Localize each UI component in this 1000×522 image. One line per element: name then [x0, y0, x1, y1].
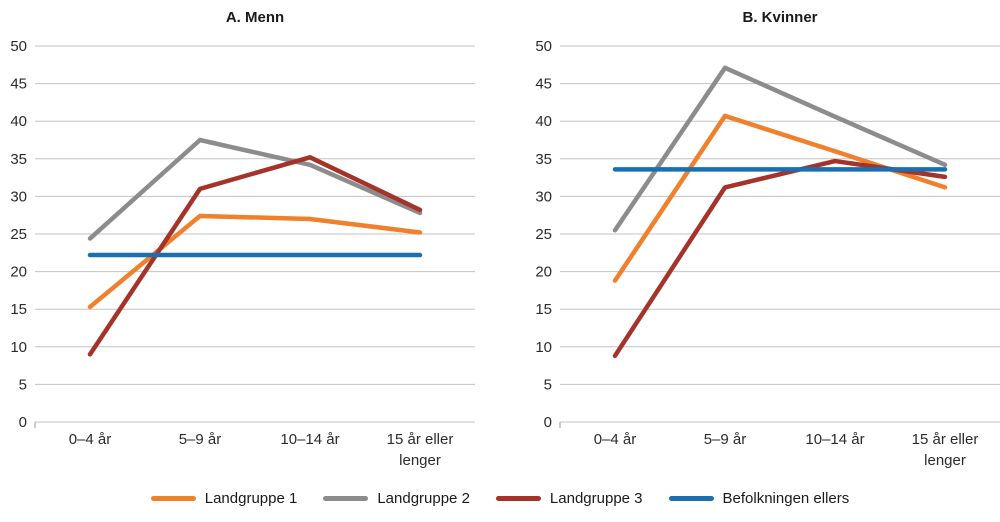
y-tick-label: 10 — [10, 339, 27, 356]
y-tick-label: 30 — [535, 188, 552, 205]
legend-swatch — [323, 495, 369, 501]
y-tick-label: 20 — [535, 264, 552, 281]
y-tick-label: 30 — [10, 188, 27, 205]
y-tick-label: 40 — [10, 113, 27, 130]
panel-menn: A. Menn 0 5 10 15 20 25 30 35 40 45 50 0–4 år 5–9 år… — [0, 0, 500, 478]
legend-item: Befolkningen ellers — [668, 489, 850, 507]
x-tick-label: lenger — [924, 452, 966, 469]
x-tick-label: 10–14 år — [280, 431, 339, 448]
series-line — [612, 113, 948, 283]
x-tick-label: 0–4 år — [594, 431, 637, 448]
x-tick-label: 15 år eller — [912, 431, 979, 448]
y-tick-label: 45 — [10, 76, 27, 93]
panel-kvinner: B. Kvinner 0 5 10 15 20 25 30 35 40 45 50 0–4 år 5–9… — [500, 0, 1000, 478]
y-tick-label: 50 — [10, 38, 27, 55]
x-tick-label: 10–14 år — [805, 431, 864, 448]
y-tick-label: 5 — [544, 376, 552, 393]
line-chart-menn: A. Menn 0 5 10 15 20 25 30 35 40 45 50 0–4 år 5–9 år… — [10, 9, 475, 469]
y-tick-label: 35 — [10, 151, 27, 168]
y-tick-label: 15 — [535, 301, 552, 318]
y-tick-label: 25 — [10, 226, 27, 243]
series-line — [87, 137, 423, 241]
legend-swatch — [668, 495, 714, 501]
y-tick-label: 20 — [10, 264, 27, 281]
legend-swatch — [495, 495, 541, 501]
series-line — [87, 213, 423, 310]
chart-title-menn: A. Menn — [226, 9, 284, 26]
y-tick-label: 50 — [535, 38, 552, 55]
y-tick-label: 45 — [535, 76, 552, 93]
y-tick-label: 35 — [535, 151, 552, 168]
legend-label: Befolkningen ellers — [722, 489, 850, 507]
y-tick-label: 5 — [19, 376, 27, 393]
y-tick-label: 0 — [544, 414, 552, 431]
y-tick-label: 25 — [535, 226, 552, 243]
legend-item: Landgruppe 2 — [323, 490, 470, 507]
legend-item: Landgruppe 3 — [495, 489, 643, 507]
y-tick-label: 10 — [535, 339, 552, 356]
legend-item: Landgruppe 1 — [150, 489, 298, 507]
x-tick-label: 0–4 år — [69, 431, 112, 448]
x-tick-label: lenger — [399, 452, 441, 469]
x-tick-label: 5–9 år — [704, 431, 747, 448]
series-line — [612, 158, 948, 359]
legend: Landgruppe 1 Landgruppe 2 Landgruppe 3 Befo… — [0, 478, 1000, 518]
series-line — [87, 155, 423, 357]
legend-label: Landgruppe 3 — [549, 489, 643, 507]
chart-title-kvinner: B. Kvinner — [742, 9, 817, 26]
legend-swatch — [150, 495, 196, 501]
legend-label: Landgruppe 2 — [377, 489, 470, 507]
y-tick-label: 0 — [19, 414, 27, 431]
series-line — [612, 65, 948, 233]
y-tick-label: 40 — [535, 113, 552, 130]
y-tick-label: 15 — [10, 301, 27, 318]
legend-label: Landgruppe 1 — [204, 489, 298, 507]
line-chart-kvinner: B. Kvinner 0 5 10 15 20 25 30 35 40 45 50 0–4 år 5–9… — [535, 9, 1000, 469]
x-tick-label: 15 år eller — [387, 431, 454, 448]
x-tick-label: 5–9 år — [179, 431, 222, 448]
